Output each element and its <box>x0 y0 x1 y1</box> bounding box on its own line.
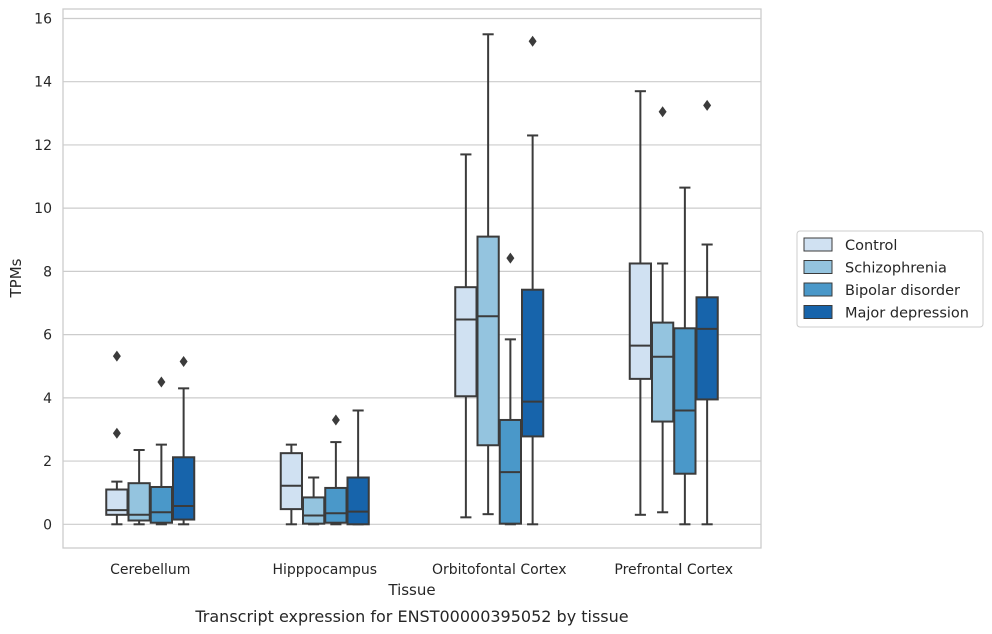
legend-swatch <box>803 282 833 297</box>
outlier-point <box>331 414 340 426</box>
box-bipolar-disorder <box>149 376 173 526</box>
y-tick-label: 0 <box>43 517 52 533</box>
legend-swatch <box>803 237 833 252</box>
box-major-depression <box>346 409 370 526</box>
box-control <box>454 153 478 519</box>
plot-area-frame <box>62 8 762 549</box>
legend-label: Schizophrenia <box>845 261 947 277</box>
y-axis-ticks: 0 2 4 6 8 10 12 14 16 <box>34 11 52 533</box>
box-bipolar-disorder <box>324 414 348 526</box>
gridlines <box>63 17 761 525</box>
box-control <box>105 350 129 526</box>
box-schizophrenia <box>476 33 500 516</box>
box-control <box>628 90 653 516</box>
box-series <box>105 33 719 526</box>
box-schizophrenia <box>651 106 675 514</box>
box-iqr <box>324 486 348 524</box>
x-axis-label: Tissue <box>387 581 435 599</box>
x-tick-label: Prefrontal Cortex <box>614 562 733 578</box>
y-tick-label: 2 <box>43 454 52 470</box>
box-iqr <box>476 235 500 447</box>
y-tick-label: 6 <box>43 328 52 344</box>
box-iqr <box>673 327 697 475</box>
outlier-point <box>658 106 667 118</box>
legend-swatch <box>803 260 833 274</box>
outlier-point <box>112 427 121 439</box>
box-iqr <box>279 452 304 511</box>
box-iqr <box>346 476 370 526</box>
box-major-depression <box>520 35 545 526</box>
box-iqr <box>651 321 675 423</box>
box-bipolar-disorder <box>673 186 697 526</box>
box-bipolar-disorder <box>498 252 522 526</box>
chart-caption: Transcript expression for ENST0000039505… <box>194 607 628 626</box>
box-major-depression <box>171 355 196 526</box>
x-axis-ticks: Cerebellum Hipppocampus Orbitofontal Corte… <box>110 562 733 578</box>
x-tick-label: Cerebellum <box>110 562 190 578</box>
outlier-point <box>179 355 188 367</box>
x-tick-label: Hipppocampus <box>272 562 377 578</box>
box-iqr <box>695 296 719 401</box>
legend-label: Bipolar disorder <box>845 283 960 299</box>
legend-swatch <box>803 305 833 319</box>
box-major-depression <box>695 99 719 526</box>
box-iqr <box>171 456 196 521</box>
outlier-point <box>157 376 166 388</box>
box-schizophrenia <box>302 476 326 526</box>
legend-frame <box>796 230 984 328</box>
box-iqr <box>454 286 478 398</box>
y-tick-label: 14 <box>34 75 52 91</box>
x-tick-label: Orbitofontal Cortex <box>432 562 567 578</box>
y-tick-label: 8 <box>43 264 52 280</box>
box-iqr <box>302 496 326 525</box>
y-tick-label: 4 <box>43 391 52 407</box>
box-control <box>279 443 304 526</box>
outlier-point <box>528 35 537 47</box>
y-tick-label: 12 <box>34 138 52 154</box>
y-tick-label: 10 <box>34 201 52 217</box>
box-iqr <box>149 485 173 524</box>
legend-label: Control <box>845 238 897 254</box>
y-tick-label: 16 <box>34 11 52 27</box>
outlier-point <box>506 252 515 264</box>
legend: Control Schizophrenia Bipolar disorder Majo… <box>796 230 984 328</box>
outlier-point <box>703 99 712 111</box>
box-iqr <box>628 262 653 380</box>
legend-label: Major depression <box>845 306 969 322</box>
outlier-point <box>112 350 121 362</box>
y-axis-label: TPMs <box>7 258 25 298</box>
box-iqr <box>520 288 545 438</box>
